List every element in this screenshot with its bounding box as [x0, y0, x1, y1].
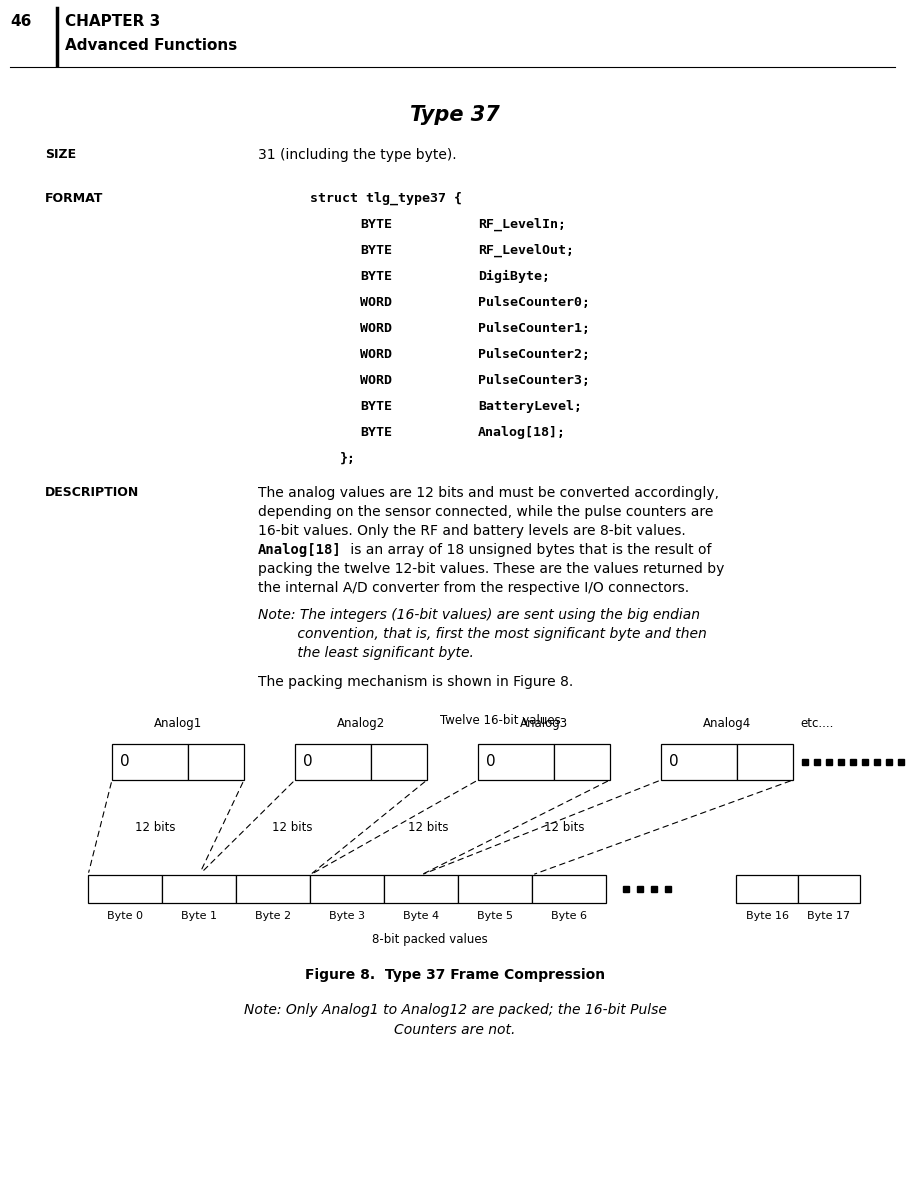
Bar — [532, 874, 606, 903]
Text: The analog values are 12 bits and must be converted accordingly,: The analog values are 12 bits and must b… — [258, 486, 719, 500]
Text: Analog4: Analog4 — [703, 717, 752, 730]
Bar — [371, 744, 427, 780]
Text: PulseCounter0;: PulseCounter0; — [478, 296, 590, 309]
Text: BYTE: BYTE — [360, 270, 392, 283]
Text: Figure 8.  Type 37 Frame Compression: Figure 8. Type 37 Frame Compression — [305, 968, 605, 982]
Text: depending on the sensor connected, while the pulse counters are: depending on the sensor connected, while… — [258, 505, 713, 519]
Text: convention, that is, first the most significant byte and then: convention, that is, first the most sign… — [258, 628, 707, 641]
Text: DigiByte;: DigiByte; — [478, 270, 550, 283]
Text: PulseCounter3;: PulseCounter3; — [478, 373, 590, 387]
Text: PulseCounter1;: PulseCounter1; — [478, 322, 590, 335]
Text: BYTE: BYTE — [360, 245, 392, 256]
Text: WORD: WORD — [360, 296, 392, 309]
Text: Byte 1: Byte 1 — [181, 911, 217, 921]
Text: 0: 0 — [486, 754, 496, 769]
Text: Advanced Functions: Advanced Functions — [65, 38, 237, 52]
Text: Analog2: Analog2 — [337, 717, 385, 730]
Bar — [112, 744, 188, 780]
Text: is an array of 18 unsigned bytes that is the result of: is an array of 18 unsigned bytes that is… — [346, 543, 711, 557]
Text: WORD: WORD — [360, 348, 392, 361]
Text: Byte 5: Byte 5 — [477, 911, 513, 921]
Bar — [798, 874, 860, 903]
Text: struct tlg_type37 {: struct tlg_type37 { — [310, 192, 462, 205]
Text: Analog[18]: Analog[18] — [258, 543, 342, 557]
Text: 46: 46 — [10, 14, 31, 29]
Bar — [188, 744, 244, 780]
Text: 12 bits: 12 bits — [408, 821, 448, 834]
Text: Byte 3: Byte 3 — [329, 911, 365, 921]
Text: WORD: WORD — [360, 373, 392, 387]
Text: 0: 0 — [669, 754, 679, 769]
Text: Note: The integers (16-bit values) are sent using the big endian: Note: The integers (16-bit values) are s… — [258, 608, 700, 622]
Text: WORD: WORD — [360, 322, 392, 335]
Text: PulseCounter2;: PulseCounter2; — [478, 348, 590, 361]
Text: SIZE: SIZE — [45, 148, 77, 161]
Text: BYTE: BYTE — [360, 218, 392, 231]
Text: 16-bit values. Only the RF and battery levels are 8-bit values.: 16-bit values. Only the RF and battery l… — [258, 524, 686, 538]
Text: Byte 17: Byte 17 — [807, 911, 851, 921]
Bar — [661, 744, 737, 780]
Bar — [384, 874, 458, 903]
Bar — [736, 874, 798, 903]
Text: 0: 0 — [303, 754, 312, 769]
Text: RF_LevelIn;: RF_LevelIn; — [478, 218, 566, 231]
Text: Analog1: Analog1 — [154, 717, 202, 730]
Text: the internal A/D converter from the respective I/O connectors.: the internal A/D converter from the resp… — [258, 581, 689, 595]
Bar — [295, 744, 371, 780]
Bar — [162, 874, 236, 903]
Text: Type 37: Type 37 — [410, 105, 500, 125]
Text: Analog3: Analog3 — [520, 717, 568, 730]
Text: FORMAT: FORMAT — [45, 192, 103, 205]
Text: Byte 16: Byte 16 — [745, 911, 789, 921]
Text: 12 bits: 12 bits — [136, 821, 176, 834]
Text: };: }; — [340, 452, 356, 465]
Bar — [478, 744, 554, 780]
Text: BYTE: BYTE — [360, 400, 392, 413]
Text: Byte 0: Byte 0 — [107, 911, 143, 921]
Text: Note: Only Analog1 to Analog12 are packed; the 16-bit Pulse: Note: Only Analog1 to Analog12 are packe… — [243, 1003, 667, 1016]
Bar — [310, 874, 384, 903]
Text: Byte 2: Byte 2 — [255, 911, 291, 921]
Text: Analog[18];: Analog[18]; — [478, 426, 566, 439]
Bar — [236, 874, 310, 903]
Text: packing the twelve 12-bit values. These are the values returned by: packing the twelve 12-bit values. These … — [258, 562, 724, 576]
Text: Byte 6: Byte 6 — [551, 911, 587, 921]
Bar — [737, 744, 793, 780]
Text: 31 (including the type byte).: 31 (including the type byte). — [258, 148, 456, 162]
Text: Twelve 16-bit values: Twelve 16-bit values — [440, 713, 560, 727]
Text: Byte 4: Byte 4 — [403, 911, 439, 921]
Text: The packing mechanism is shown in Figure 8.: The packing mechanism is shown in Figure… — [258, 675, 573, 690]
Text: 8-bit packed values: 8-bit packed values — [372, 933, 488, 946]
Text: BatteryLevel;: BatteryLevel; — [478, 400, 582, 413]
Bar — [458, 874, 532, 903]
Text: RF_LevelOut;: RF_LevelOut; — [478, 245, 574, 258]
Text: DESCRIPTION: DESCRIPTION — [45, 486, 139, 499]
Text: etc....: etc.... — [800, 717, 834, 730]
Text: 12 bits: 12 bits — [544, 821, 585, 834]
Text: CHAPTER 3: CHAPTER 3 — [65, 14, 160, 29]
Text: 12 bits: 12 bits — [271, 821, 312, 834]
Text: the least significant byte.: the least significant byte. — [258, 645, 474, 660]
Bar — [88, 874, 162, 903]
Text: 0: 0 — [120, 754, 129, 769]
Bar — [554, 744, 610, 780]
Text: BYTE: BYTE — [360, 426, 392, 439]
Text: Counters are not.: Counters are not. — [394, 1024, 516, 1037]
